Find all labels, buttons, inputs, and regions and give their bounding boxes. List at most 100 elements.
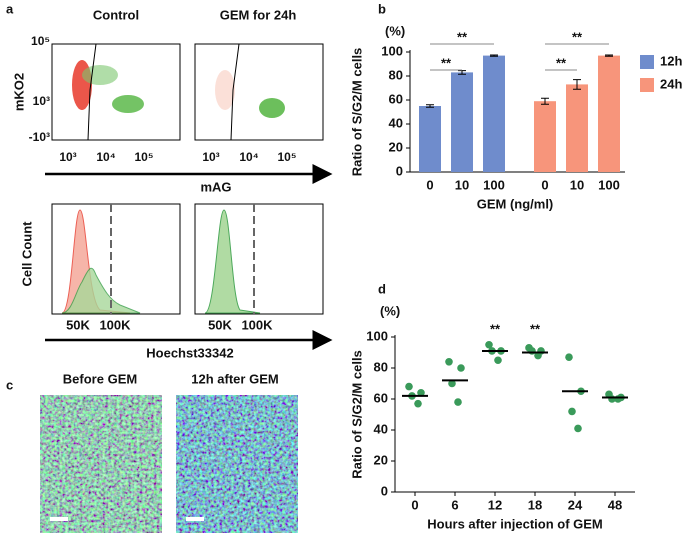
dot [565,353,573,361]
y-tick-label: 60 [389,91,403,106]
x-tick-label: 0 [541,177,548,192]
scale-bar [50,517,68,521]
axis-label: GEM (ng/ml) [477,196,554,211]
axis-label: Hoechst33342 [146,345,233,360]
axis-label: mAG [200,179,231,194]
flow-y-ticks: 10⁵ 10³ -10³ 10³ 10⁴ 10⁵ 10³ 10⁴ 10⁵ [29,34,297,164]
error-bar [490,54,498,57]
y-tick-label: 40 [374,421,388,436]
tick-label: 50K [208,317,232,332]
error-bar [458,70,466,75]
x-tick-label: 48 [608,497,622,512]
scale-bar [186,517,204,521]
plot-title: GEM for 24h [220,7,297,22]
plot-title: Control [93,7,139,22]
tick-label: 10⁴ [96,150,115,164]
dot [534,351,542,360]
panel-letter: c [6,377,13,392]
unit-label: (%) [385,23,405,38]
annotation: ** [572,29,583,44]
dot [448,379,456,388]
bar [419,106,441,172]
y-tick-label: 100 [366,328,388,343]
legend-label: 24h [660,76,682,91]
x-tick-label: 0 [411,497,418,512]
dot [568,407,576,416]
dot [614,395,622,403]
histograms [51,203,324,315]
tick-label: 10⁵ [278,150,297,164]
panel-letter: d [378,281,386,296]
y-tick-label: 60 [374,390,388,405]
annotation: ** [490,321,501,336]
y-tick-label: 0 [396,163,403,178]
x-tick-label: 100 [483,177,505,192]
annotation: ** [556,55,567,70]
x-tick-label: 24 [568,497,583,512]
x-tick-label: 10 [570,177,584,192]
x-tick-label: 18 [528,497,542,512]
dot [414,399,422,408]
bar [483,55,505,172]
micrograph [40,395,162,533]
dot [454,398,462,406]
panel-letter: b [378,1,386,16]
x-tick-label: 0 [426,177,433,192]
image-title: 12h after GEM [191,371,278,386]
y-tick-label: 20 [389,139,403,154]
image-title: Before GEM [63,371,137,386]
bar [566,84,588,172]
unit-label: (%) [380,303,400,318]
micrograph [176,395,298,533]
y-tick-label: 80 [374,359,388,374]
legend-swatch [640,55,654,69]
bar [451,72,473,172]
y-tick-label: 100 [381,43,403,58]
legend-swatch [640,78,654,92]
dot [417,389,425,397]
axis-label: Ratio of S/G2/M cells [349,48,364,177]
tick-label: -10³ [29,130,50,144]
dot [405,382,413,391]
dot [528,347,536,355]
y-tick-label: 0 [381,483,388,498]
tick-label: 10³ [202,150,219,164]
tick-label: 10⁵ [135,150,154,164]
x-tick-label: 10 [455,177,469,192]
y-tick-label: 40 [389,115,403,130]
flow-plots [51,43,324,141]
error-bar [541,97,549,105]
tick-label: 100K [241,317,273,332]
y-tick-label: 80 [389,67,403,82]
x-tick-label: 12 [488,497,502,512]
annotation: ** [530,321,541,336]
axis-label: Hours after injection of GEM [427,516,603,531]
tick-label: 100K [99,317,131,332]
bar [598,55,620,172]
dot [574,424,582,433]
axis-label: Cell Count [19,221,34,287]
legend-label: 12h [660,53,682,68]
axis-label: mKO2 [11,73,26,111]
error-bar [426,104,434,108]
annotation: ** [441,55,452,70]
bar [534,101,556,172]
annotation: ** [457,29,468,44]
dot [485,340,493,349]
x-tick-label: 100 [598,177,620,192]
tick-label: 10⁴ [239,150,258,164]
error-bar [605,54,613,57]
x-tick-label: 6 [451,497,458,512]
tick-label: 10⁵ [31,34,50,48]
tick-label: 50K [66,317,90,332]
y-tick-label: 20 [374,452,388,467]
dot [445,358,453,366]
axis-label: Ratio of S/G2/M cells [349,350,364,479]
panel-letter: a [6,1,14,16]
tick-label: 10³ [33,94,50,108]
dot [494,356,502,365]
dot [457,364,465,372]
error-bar [573,79,581,90]
tick-label: 10³ [59,150,76,164]
